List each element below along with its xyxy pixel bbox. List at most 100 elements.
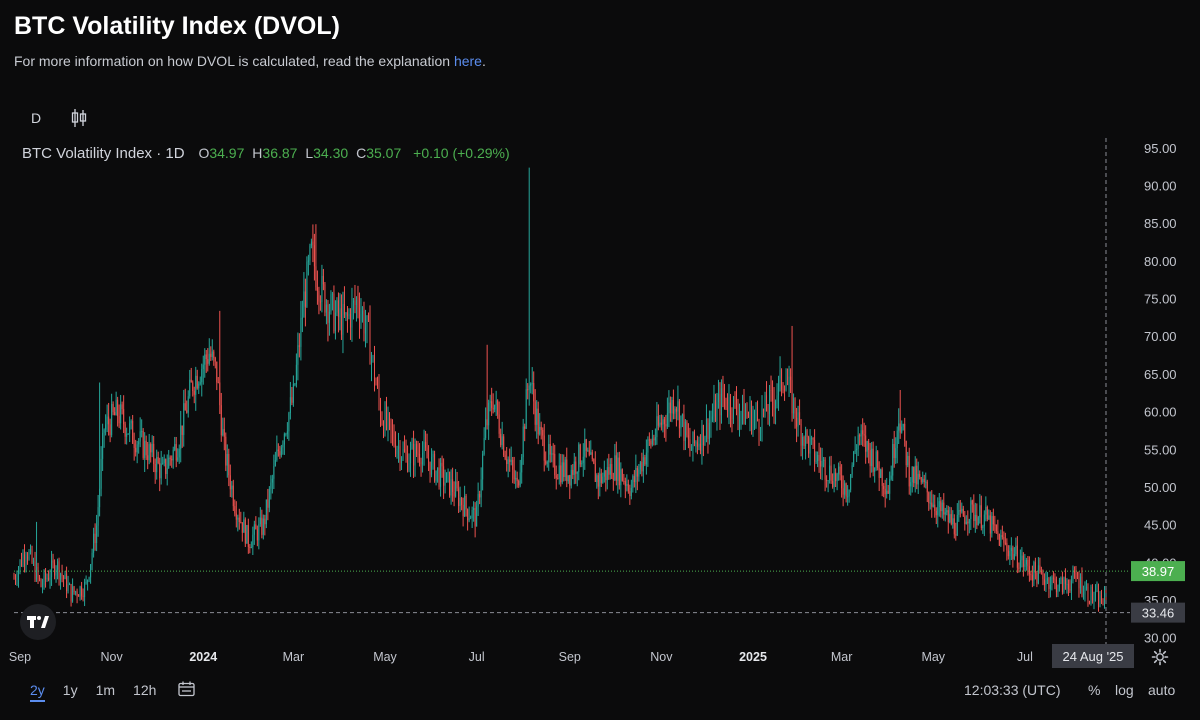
candle-body xyxy=(387,413,389,427)
candle-body xyxy=(929,502,931,504)
interval-button[interactable]: D xyxy=(30,110,42,126)
candle-body xyxy=(61,573,63,577)
change-value: +0.10 (+0.29%) xyxy=(413,145,510,161)
candle-body xyxy=(865,435,867,452)
auto-scale-button[interactable]: auto xyxy=(1148,682,1176,698)
candle-body xyxy=(1099,595,1101,607)
candle-body xyxy=(162,462,164,464)
candle-body xyxy=(220,405,222,436)
percent-scale-button[interactable]: % xyxy=(1088,682,1101,698)
candle-body xyxy=(923,478,925,483)
candle-body xyxy=(351,302,353,328)
candle-body xyxy=(767,411,769,414)
gear-icon[interactable] xyxy=(1151,648,1169,666)
candle-body xyxy=(961,508,963,512)
candle-body xyxy=(847,496,849,498)
candle-body xyxy=(450,479,452,496)
candle-body xyxy=(398,446,400,449)
candle-body xyxy=(887,490,889,494)
candle-body xyxy=(886,490,888,495)
range-2y[interactable]: 2y xyxy=(30,682,45,702)
candle-body xyxy=(687,435,689,440)
candle-body xyxy=(58,561,60,580)
candle-body xyxy=(431,457,433,475)
log-scale-button[interactable]: log xyxy=(1115,682,1134,698)
candle-body xyxy=(49,577,51,580)
candle-body xyxy=(46,577,48,580)
candle-body xyxy=(428,458,430,462)
candle-body xyxy=(240,521,242,523)
candle-body xyxy=(345,312,347,315)
range-1m[interactable]: 1m xyxy=(95,682,116,698)
candle-body xyxy=(519,472,521,486)
candle-body xyxy=(689,439,691,451)
candle-body xyxy=(333,293,335,332)
candle-body xyxy=(1085,586,1087,589)
candle-body xyxy=(213,351,215,358)
candle-body xyxy=(599,473,601,487)
candle-body xyxy=(310,241,312,246)
candle-body xyxy=(328,311,330,323)
candle-body xyxy=(653,438,655,441)
tradingview-logo[interactable] xyxy=(20,604,56,640)
candle-body xyxy=(654,437,656,441)
candle-body xyxy=(1004,542,1006,544)
candlestick-icon[interactable] xyxy=(70,108,88,128)
candle-body xyxy=(504,455,506,460)
candle-body xyxy=(793,398,795,414)
candle-body xyxy=(994,524,996,526)
candle-body xyxy=(713,400,715,417)
candle-body xyxy=(779,369,781,379)
range-1y[interactable]: 1y xyxy=(62,682,78,698)
candle-body xyxy=(627,484,629,492)
candle-body xyxy=(315,266,317,288)
x-tick-label: 2025 xyxy=(739,650,767,664)
candle-body xyxy=(928,492,930,503)
candle-body xyxy=(357,299,359,308)
candle-body xyxy=(896,430,898,449)
y-tick-label: 70.00 xyxy=(1144,329,1177,344)
candle-body xyxy=(588,450,590,455)
candle-body xyxy=(602,476,604,483)
candle-body xyxy=(15,578,17,580)
x-tick-label: Nov xyxy=(101,650,124,664)
candle-body xyxy=(666,413,668,427)
calendar-range-icon[interactable] xyxy=(178,681,196,697)
explanation-link[interactable]: here xyxy=(453,53,482,69)
candle-body xyxy=(426,447,428,459)
candle-body xyxy=(582,456,584,463)
range-12h[interactable]: 12h xyxy=(133,682,157,698)
candle-body xyxy=(282,444,284,448)
candle-body xyxy=(1021,555,1023,561)
candle-body xyxy=(974,514,976,521)
candle-body xyxy=(464,495,466,517)
candle-body xyxy=(899,423,901,433)
candle-body xyxy=(618,457,620,486)
candle-body xyxy=(331,293,333,295)
candle-body xyxy=(686,421,688,436)
candle-body xyxy=(339,308,341,318)
x-tick-label: May xyxy=(373,650,397,664)
candlestick-chart[interactable]: 95.00 90.00 85.00 80.00 75.00 70.00 65.00 60.00… xyxy=(0,130,1200,670)
candle-body xyxy=(16,579,18,581)
utc-clock[interactable]: 12:03:33 (UTC) xyxy=(964,682,1061,698)
candle-body xyxy=(585,439,587,451)
candle-body xyxy=(522,426,524,458)
candle-body xyxy=(1043,579,1045,585)
candle-body xyxy=(720,388,722,416)
candle-body xyxy=(530,384,532,386)
candle-body xyxy=(247,525,249,547)
candle-body xyxy=(805,430,807,447)
candle-body xyxy=(757,409,759,420)
candle-body xyxy=(744,412,746,425)
candle-body xyxy=(626,484,628,486)
candle-body xyxy=(483,437,485,455)
candle-body xyxy=(1084,588,1086,595)
candle-body xyxy=(566,459,568,482)
candle-body xyxy=(319,301,321,303)
candle-body xyxy=(396,448,398,454)
candle-body xyxy=(123,409,125,425)
candle-body xyxy=(531,383,533,385)
candle-body xyxy=(390,419,392,430)
y-tick-label: 55.00 xyxy=(1144,442,1177,457)
